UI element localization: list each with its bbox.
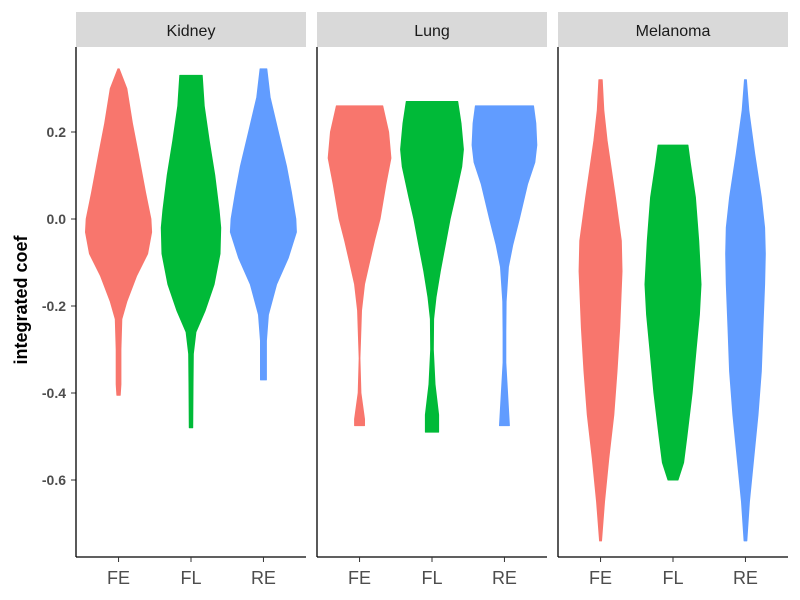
violin-lung-re (471, 105, 538, 427)
violin-lung-fl (400, 101, 464, 433)
x-tick-label: RE (251, 568, 276, 588)
panel-lung: Lung FE FL RE (316, 12, 547, 588)
facet-strip (76, 12, 306, 47)
facet-panels: 0.2 0.0 -0.2 -0.4 -0.6 Kidney FE FL RE Lung FE FL RE… (42, 12, 788, 588)
y-tick-label: -0.4 (42, 385, 66, 401)
violin-kidney-fl (160, 74, 222, 429)
y-tick-label: 0.2 (47, 124, 67, 140)
facet-strip (317, 12, 547, 47)
violin-kidney-fe (85, 68, 153, 396)
facet-strip-label: Kidney (167, 23, 216, 40)
x-tick-label: FE (348, 568, 371, 588)
violin-melanoma-re (725, 79, 766, 542)
facet-strip (558, 12, 788, 47)
x-tick-label: FL (662, 568, 683, 588)
x-tick-label: FL (180, 568, 201, 588)
x-tick-label: RE (733, 568, 758, 588)
facet-strip-label: Melanoma (636, 23, 711, 40)
x-tick-label: FL (421, 568, 442, 588)
y-axis-title: integrated coef (11, 234, 31, 364)
y-tick-label: 0.0 (47, 211, 67, 227)
x-tick-label: FE (589, 568, 612, 588)
y-tick-label: -0.6 (42, 472, 66, 488)
violin-kidney-re (229, 68, 297, 381)
violin-melanoma-fe (578, 79, 623, 542)
x-tick-label: FE (107, 568, 130, 588)
violin-melanoma-fl (644, 144, 702, 481)
y-tick-label: -0.2 (42, 298, 66, 314)
panel-kidney: Kidney FE FL RE (75, 12, 306, 588)
violin-lung-fe (327, 105, 392, 427)
panel-melanoma: Melanoma FE FL RE (557, 12, 788, 588)
facet-strip-label: Lung (414, 23, 450, 40)
x-tick-label: RE (492, 568, 517, 588)
